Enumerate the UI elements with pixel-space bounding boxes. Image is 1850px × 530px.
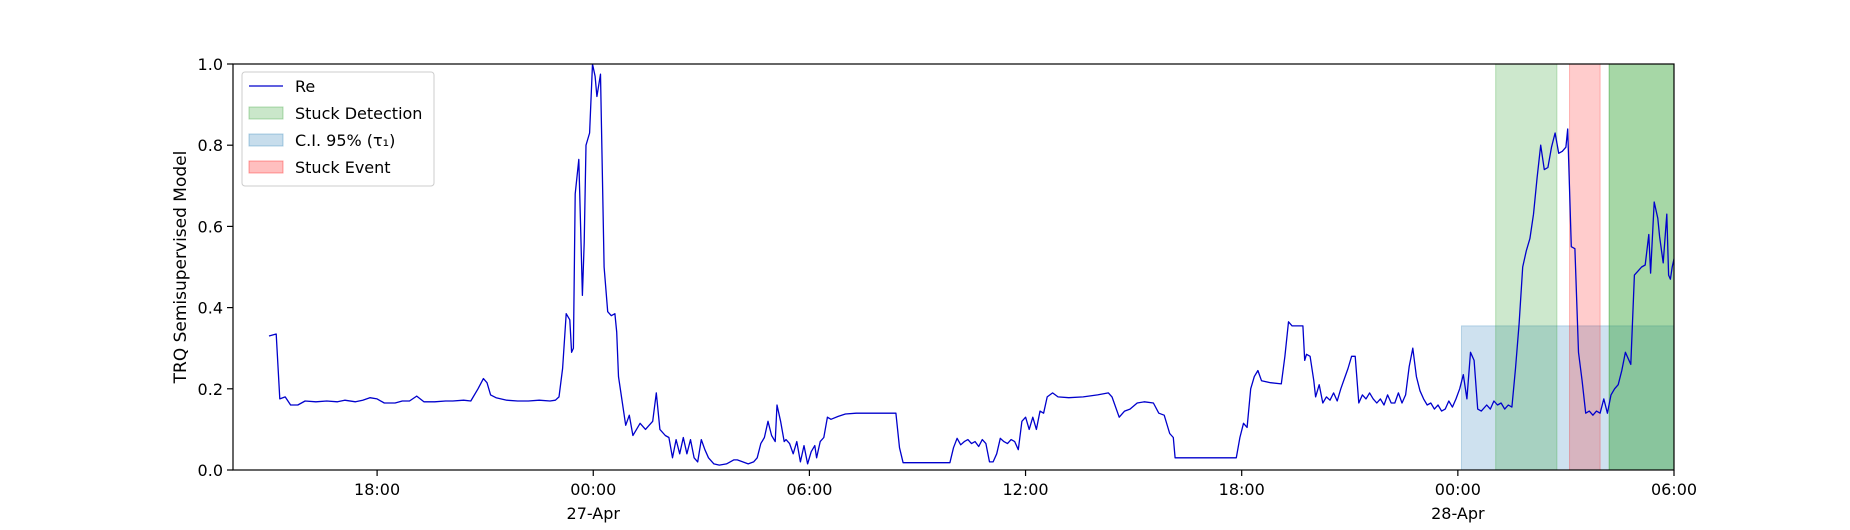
region-2 [1495,64,1558,470]
y-tick-label: 1.0 [198,55,223,74]
x-tick-label: 12:00 [1002,480,1048,499]
legend-patch-swatch [248,160,284,174]
series-layer [268,64,1674,466]
y-tick-label: 0.2 [198,380,223,399]
y-axis-label: TRQ Semisupervised Model [171,151,191,385]
legend-patch-swatch [248,106,284,120]
y-tick-label: 0.6 [198,217,223,236]
plot-frame [232,63,1675,471]
region-1 [1460,325,1674,470]
legend-label: Stuck Detection [295,104,422,123]
y-tick-label: 0.8 [198,136,223,155]
x-tick-label: 06:00 [786,480,832,499]
series-line-1 [268,64,1674,466]
legend-box [241,71,435,187]
x-tick-label: 06:00 [1651,480,1697,499]
y-tick-label: 0.0 [198,461,223,480]
x-tick-label: 18:00 [1219,480,1265,499]
legend-label: Re [295,77,315,96]
legend-label: Stuck Event [295,158,391,177]
y-tick-label: 0.4 [198,299,223,318]
x-axis: 18:0000:0027-Apr100006:0012:0018:0000:00… [354,470,1697,530]
shaded-regions [1460,64,1674,470]
x-tick-sublabel: 28-Apr [1431,504,1485,523]
x-tick-label: 00:00 [570,480,616,499]
x-tick-sublabel: 27-Apr [567,504,621,523]
y-axis: 0.0 0.2 0.4 0.6 0.8 1.0 [198,55,233,480]
legend-label: C.I. 95% (τ₁) [295,131,395,150]
x-tick-label: 18:00 [354,480,400,499]
legend: Re Stuck Detection C.I. 95% (τ₁) Stuck Even… [241,71,435,187]
legend-patch-swatch [248,133,284,147]
x-tick-label: 00:00 [1435,480,1481,499]
